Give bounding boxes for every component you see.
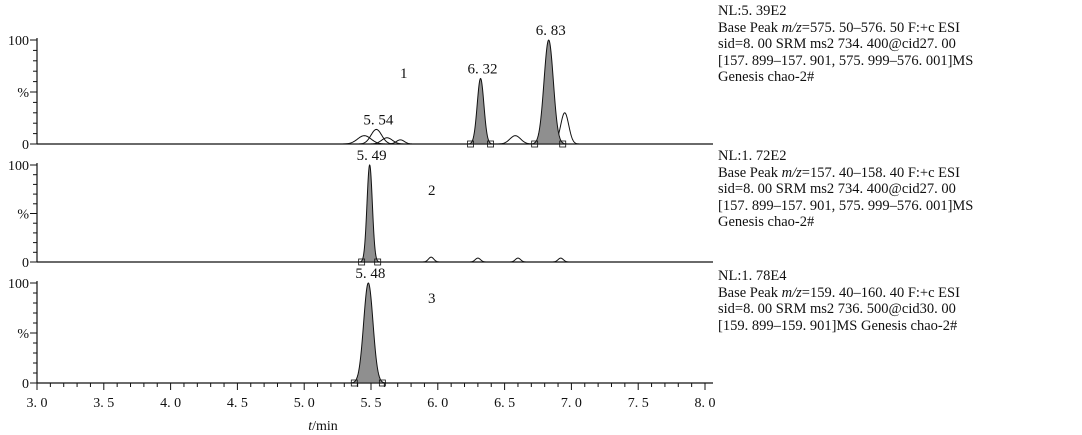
trace-3-info: NL:1. 78E4 Base Peak m/z=159. 40–160. 40… <box>718 268 960 334</box>
trace-2-nl: NL:1. 72E2 <box>718 148 787 164</box>
x-tick-label: 7. 0 <box>561 396 582 411</box>
peak-end-marker <box>487 140 494 148</box>
trace-3-sid: sid=8. 00 SRM ms2 736. 500@cid30. 00 <box>718 301 956 317</box>
peak-6-83 <box>527 39 570 145</box>
minor-peak <box>505 257 530 263</box>
x-tick-label: 8. 0 <box>695 396 716 411</box>
trace-3-bp-rest: =159. 40–160. 40 F:+c ESI <box>801 284 960 301</box>
peak-label: 5. 49 <box>357 148 387 164</box>
minor-peak <box>491 135 540 145</box>
y-tick-label: 100 <box>8 159 29 174</box>
trace-1-nl: NL:5. 39E2 <box>718 3 787 19</box>
minor-peak <box>465 257 490 263</box>
trace-3-bp-prefix: Base Peak <box>718 284 782 301</box>
x-axis-label-unit: /min <box>312 419 338 434</box>
trace-3-base-peak: Base Peak m/z=159. 40–160. 40 F:+c ESI <box>718 285 960 302</box>
x-tick-label: 6. 0 <box>427 396 448 411</box>
peak-6-32 <box>465 77 496 145</box>
peak-end-marker <box>559 140 567 148</box>
x-axis-label: t/min <box>308 419 338 434</box>
trace-panel-2: 100% 0 5. 49 2 <box>8 148 713 271</box>
trace-1-bp-rest: =575. 50–576. 50 F:+c ESI <box>801 19 960 36</box>
trace-number: 2 <box>428 183 436 199</box>
trace-1-range: [157. 899–157. 901, 575. 999–576. 001]MS <box>718 52 974 69</box>
trace-panel-3: 100% 0 5. 48 3 <box>8 266 713 392</box>
y-tick-label: 0 <box>22 138 29 153</box>
minor-peak <box>548 257 573 263</box>
trace-2-range: [157. 899–157. 901, 575. 999–576. 001]MS <box>718 197 974 214</box>
peak-label: 6. 32 <box>468 61 498 77</box>
peak-start-marker <box>531 140 539 148</box>
trace-1-genesis: Genesis chao-2# <box>718 69 815 85</box>
trace-1-sid: sid=8. 00 SRM ms2 734. 400@cid27. 00 <box>718 36 956 52</box>
peak-5-49 <box>357 164 382 263</box>
y-tick-label: 0 <box>22 256 29 271</box>
y-tick-label: % <box>17 208 29 223</box>
trace-1-bp-mz: m/z <box>781 19 802 36</box>
x-tick-label: 7. 5 <box>628 396 649 411</box>
peak-label: 5. 54 <box>363 112 394 128</box>
y-tick-label: % <box>17 86 29 101</box>
y-tick-label: 100 <box>8 277 29 292</box>
y-tick-label: % <box>17 327 29 342</box>
x-tick-label: 4. 5 <box>227 396 248 411</box>
trace-2-base-peak: Base Peak m/z=157. 40–158. 40 F:+c ESI <box>718 165 973 182</box>
x-axis: 3. 0 3. 5 4. 0 4. 5 5. 0 5. 5 6. 0 6. 5 7. 0 7. 5… <box>27 383 716 411</box>
x-axis-label-italic: t <box>308 419 313 434</box>
trace-1-bp-prefix: Base Peak <box>718 19 782 36</box>
trace-panel-1: 100% 0 5. 54 6. 32 6. 83 1 <box>8 23 713 153</box>
y-tick-label: 0 <box>22 377 29 392</box>
peak-label: 5. 48 <box>355 266 385 282</box>
peak-label: 6. 83 <box>536 23 566 39</box>
trace-3-range: [159. 899–159. 901]MS Genesis chao-2# <box>718 317 958 334</box>
trace-2-bp-prefix: Base Peak <box>718 164 782 181</box>
y-tick-label: 100 <box>8 34 29 49</box>
x-tick-label: 6. 5 <box>494 396 515 411</box>
x-tick-label: 5. 0 <box>294 396 315 411</box>
peak-end-marker <box>378 379 386 387</box>
peak-end-marker <box>374 258 382 266</box>
trace-1-base-peak: Base Peak m/z=575. 50–576. 50 F:+c ESI <box>718 20 973 37</box>
trace-number: 1 <box>400 66 408 82</box>
peak-start-marker <box>467 140 474 148</box>
peak-start-marker <box>358 258 366 266</box>
trace-2-genesis: Genesis chao-2# <box>718 214 815 230</box>
trace-2-bp-rest: =157. 40–158. 40 F:+c ESI <box>801 164 960 181</box>
trace-3-nl: NL:1. 78E4 <box>718 268 787 284</box>
trace-1-info: NL:5. 39E2 Base Peak m/z=575. 50–576. 50… <box>718 3 973 86</box>
minor-peak <box>419 256 444 263</box>
x-tick-label: 5. 5 <box>361 396 382 411</box>
x-tick-label: 3. 0 <box>27 396 48 411</box>
trace-2-info: NL:1. 72E2 Base Peak m/z=157. 40–158. 40… <box>718 148 973 231</box>
trace-3-bp-mz: m/z <box>781 284 802 301</box>
trace-2-sid: sid=8. 00 SRM ms2 734. 400@cid27. 00 <box>718 181 956 197</box>
peak-5-48 <box>347 282 390 384</box>
chart-panels: 100% 0 5. 54 6. 32 6. 83 1 100% 0 5. 49 2 100% 0 5. … <box>8 23 713 392</box>
trace-2-bp-mz: m/z <box>781 164 802 181</box>
x-tick-label: 4. 0 <box>160 396 181 411</box>
trace-number: 3 <box>428 291 436 307</box>
peak-5-54 <box>352 128 401 145</box>
x-tick-label: 3. 5 <box>93 396 114 411</box>
